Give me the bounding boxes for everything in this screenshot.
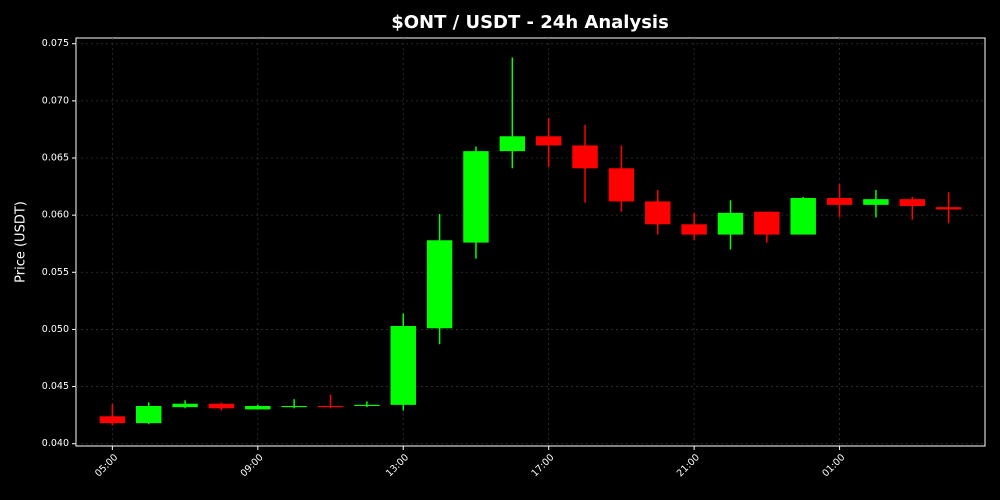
candle-body (99, 416, 126, 424)
candle-body (826, 198, 853, 205)
x-tick-label: 09:00 (239, 452, 266, 479)
candle-body (535, 136, 562, 146)
y-tick-label: 0.055 (42, 267, 69, 278)
candle-body (317, 406, 344, 408)
plot-frame (75, 37, 986, 447)
y-tick-label: 0.075 (42, 38, 69, 49)
candle-body (681, 224, 707, 235)
y-tick-label: 0.050 (42, 324, 69, 335)
x-tick-label: 05:00 (93, 452, 120, 479)
y-tick-label: 0.065 (42, 153, 69, 164)
candle-body (935, 207, 962, 210)
candle-body (863, 199, 889, 205)
candle-body (899, 199, 926, 206)
candle-body (281, 406, 307, 408)
candle-body (754, 211, 780, 235)
candle-body (245, 406, 271, 410)
x-tick-label: 01:00 (820, 452, 847, 479)
candle-body (208, 403, 235, 409)
candle-body (135, 406, 162, 424)
candle-body (717, 212, 744, 235)
y-tick-label: 0.040 (42, 438, 69, 449)
x-tick-label: 13:00 (384, 452, 411, 479)
x-tick-label: 17:00 (529, 452, 556, 479)
y-axis-label: Price (USDT) (14, 201, 29, 283)
x-tick-label: 21:00 (675, 452, 702, 479)
y-tick-label: 0.070 (42, 95, 69, 106)
candle-body (390, 326, 416, 405)
y-tick-label: 0.045 (42, 381, 69, 392)
candle-body (172, 403, 198, 408)
candle-body (645, 201, 671, 225)
candle-body (463, 151, 489, 243)
candle-body (790, 198, 816, 235)
candle-body (572, 145, 598, 169)
candle-body (608, 168, 635, 202)
candle-body (499, 136, 526, 152)
candle-body (354, 404, 380, 406)
candle-body (426, 240, 453, 329)
y-tick-label: 0.060 (42, 210, 69, 221)
chart-title: $ONT / USDT - 24h Analysis (391, 12, 669, 33)
